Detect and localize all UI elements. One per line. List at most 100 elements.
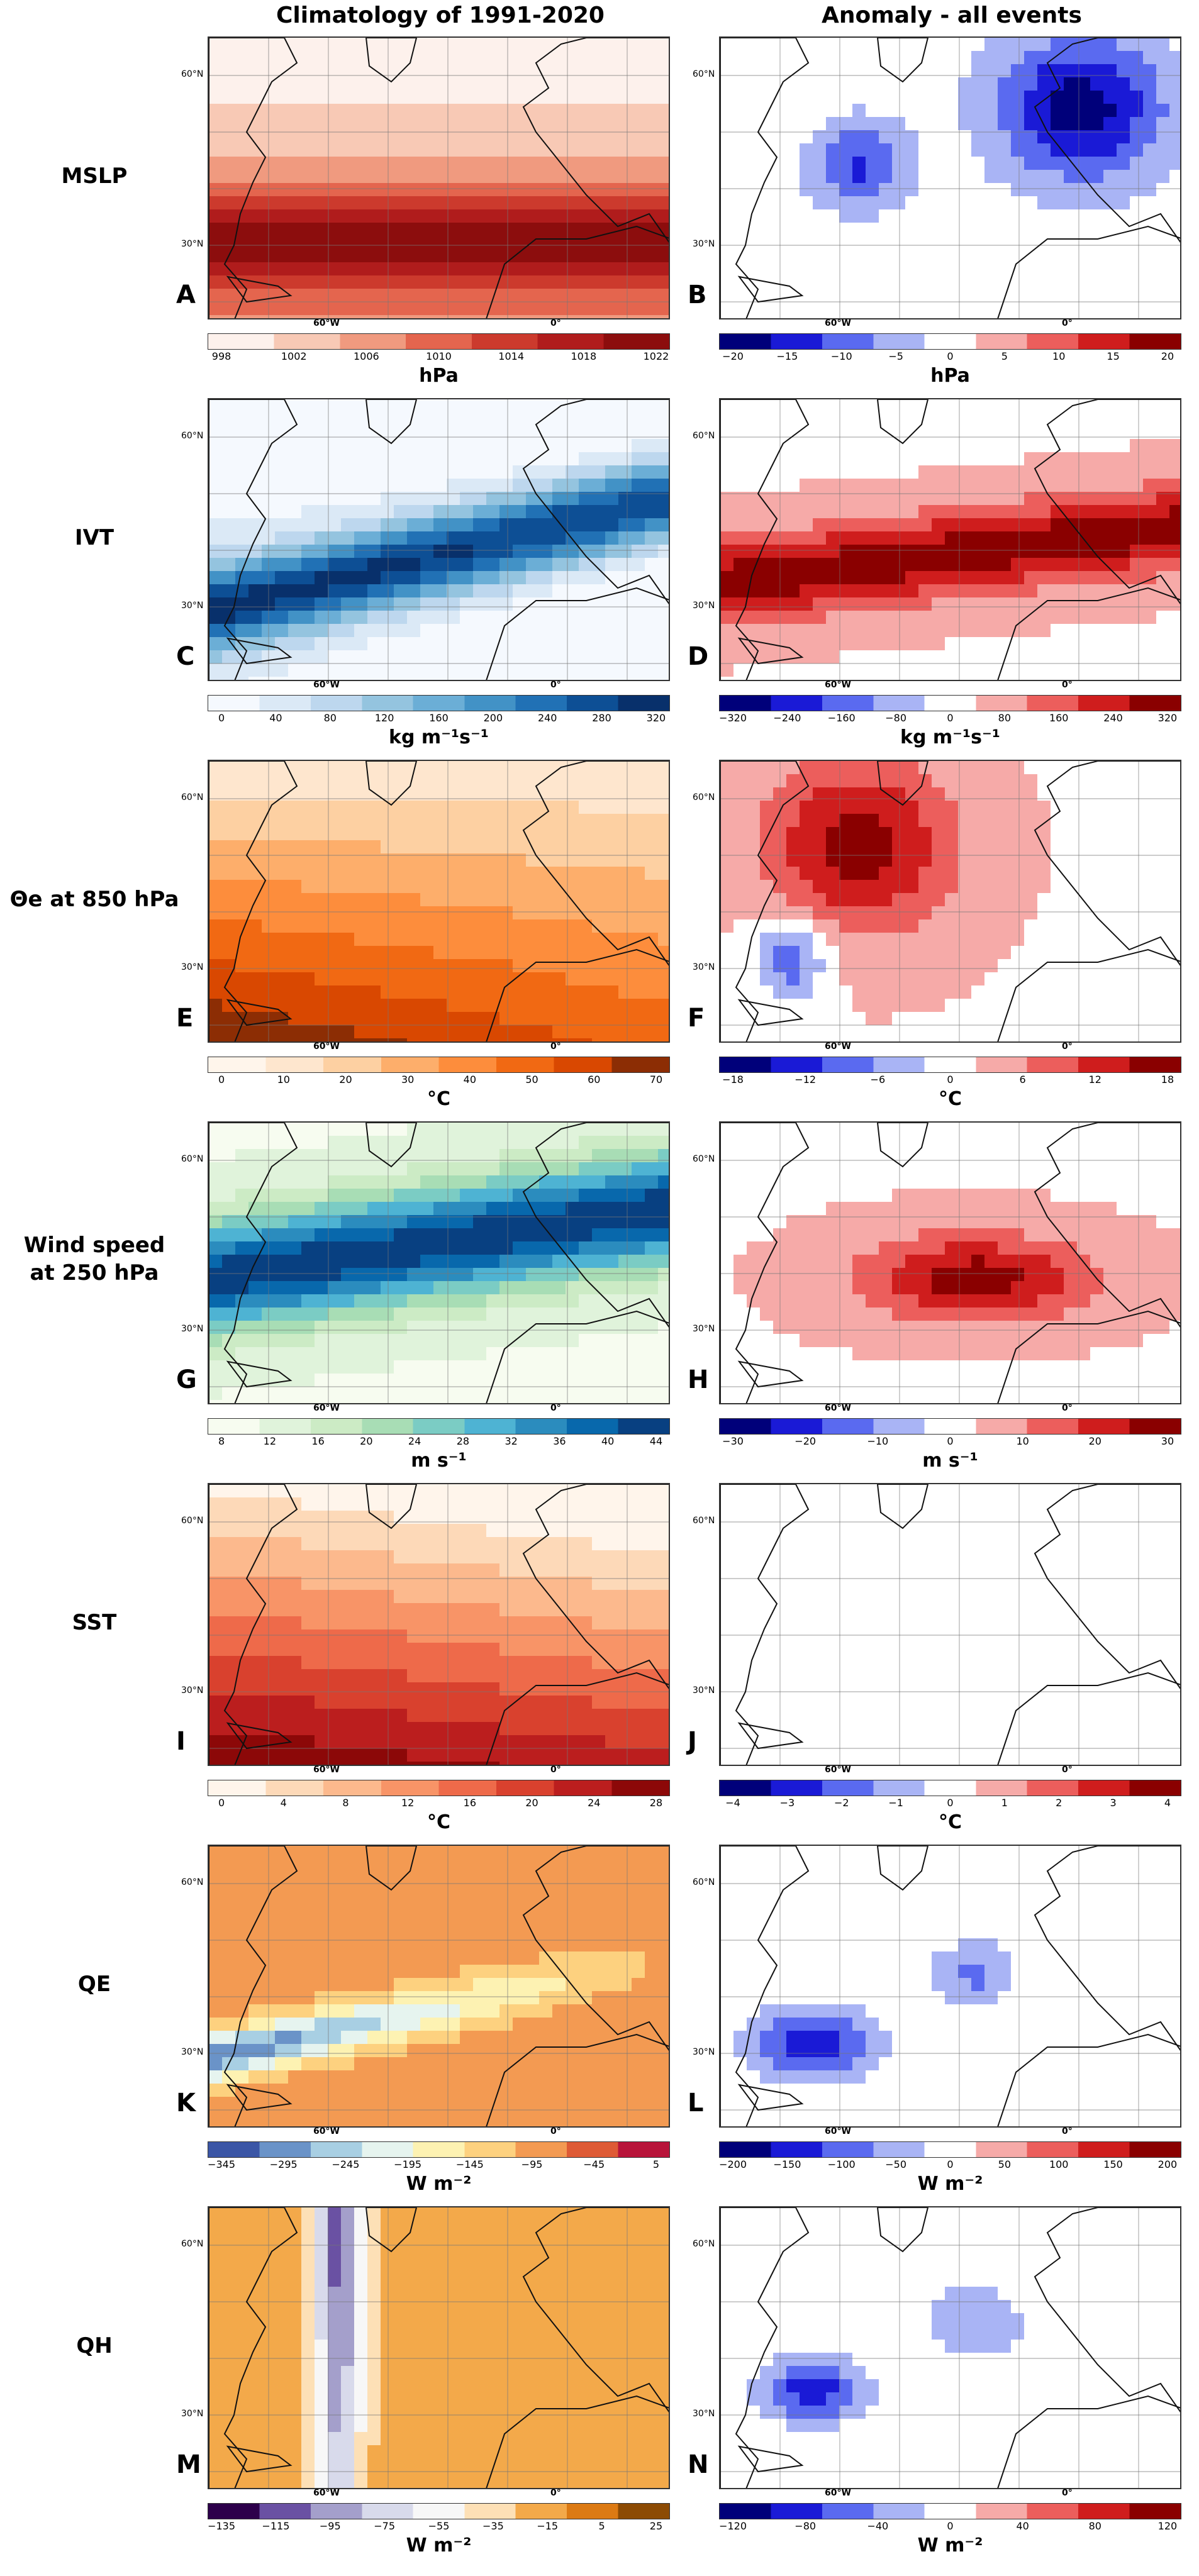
field-cell — [786, 315, 800, 318]
field-cell — [381, 946, 394, 960]
field-cell — [1117, 209, 1130, 223]
field-cell — [209, 624, 223, 638]
field-cell — [592, 933, 606, 947]
field-cell — [786, 545, 800, 558]
field-cell — [618, 130, 632, 144]
field-cell — [235, 143, 249, 157]
field-cell — [618, 774, 632, 788]
field-cell — [813, 814, 827, 828]
field-cell — [971, 426, 985, 440]
field-cell — [235, 117, 249, 131]
field-cell — [892, 143, 906, 157]
field-cell — [618, 650, 632, 664]
field-cell — [760, 209, 774, 223]
field-cell — [354, 1175, 368, 1189]
field-cell — [733, 1038, 747, 1041]
field-cell — [499, 624, 513, 638]
field-cell — [552, 853, 566, 867]
field-cell — [945, 518, 959, 532]
field-cell — [879, 1038, 893, 1041]
field-cell — [1064, 774, 1078, 788]
field-cell — [486, 972, 500, 986]
field-cell — [552, 880, 566, 894]
field-cell — [394, 413, 408, 426]
field-cell — [579, 1136, 593, 1150]
field-cell — [905, 315, 919, 318]
field-cell — [826, 959, 840, 973]
field-cell — [473, 209, 487, 223]
field-cell — [720, 170, 734, 184]
field-cell — [1064, 933, 1078, 947]
field-cell — [275, 249, 289, 263]
field-cell — [800, 157, 813, 170]
field-cell — [1143, 637, 1157, 651]
field-cell — [1130, 853, 1144, 867]
field-cell — [892, 1038, 906, 1041]
field-cell — [945, 399, 959, 413]
field-cell — [1103, 302, 1117, 316]
field-cell — [447, 302, 460, 316]
field-cell — [839, 867, 853, 880]
field-cell — [1169, 985, 1180, 999]
field-cell — [301, 677, 315, 680]
coastline — [522, 761, 669, 967]
field-cell — [945, 946, 959, 960]
field-cell — [539, 452, 553, 466]
field-cell — [658, 867, 669, 880]
field-cell — [998, 38, 1012, 52]
field-cell — [1117, 439, 1130, 453]
right-column-title: Anomaly - all events — [822, 3, 1082, 28]
field-cell — [301, 933, 315, 947]
field-cell — [1143, 787, 1157, 801]
field-cell — [1011, 584, 1025, 598]
field-cell — [539, 959, 553, 973]
field-cell — [315, 840, 328, 854]
field-cell — [786, 933, 800, 947]
field-cell — [473, 1025, 487, 1039]
field-cell — [1077, 479, 1091, 492]
field-cell — [918, 38, 932, 52]
field-cell — [645, 1149, 659, 1163]
colorbar-tick-label: 320 — [1157, 712, 1178, 724]
field-cell — [747, 840, 761, 854]
field-cell — [499, 946, 513, 960]
field-cell — [341, 439, 355, 453]
field-cell — [473, 104, 487, 118]
field-cell — [839, 906, 853, 920]
field-cell — [341, 1123, 355, 1136]
field-cell — [632, 51, 645, 65]
field-cell — [301, 1038, 315, 1041]
field-cell — [1156, 315, 1170, 318]
field-cell — [852, 104, 866, 118]
field-cell — [971, 465, 985, 479]
field-cell — [473, 545, 487, 558]
field-cell — [381, 262, 394, 276]
field-cell — [486, 1012, 500, 1026]
field-cell — [566, 1149, 579, 1163]
field-cell — [288, 492, 302, 506]
field-cell — [1037, 787, 1051, 801]
field-cell — [658, 236, 669, 250]
field-cell — [852, 893, 866, 907]
field-cell — [328, 774, 342, 788]
field-cell — [407, 157, 421, 170]
field-cell — [526, 1025, 540, 1039]
field-cell — [513, 77, 527, 91]
lat-label-30n: 30°N — [181, 962, 204, 972]
row-label-wind-speed-at-250-hpa: Wind speed at 250 hPa — [0, 1231, 189, 1287]
field-cell — [513, 801, 527, 814]
field-cell — [526, 933, 540, 947]
field-cell — [354, 774, 368, 788]
field-cell — [486, 650, 500, 664]
field-cell — [1103, 650, 1117, 664]
field-cell — [566, 761, 579, 775]
field-cell — [1156, 919, 1170, 933]
field-cell — [1077, 827, 1091, 841]
field-cell — [733, 117, 747, 131]
field-cell — [592, 289, 606, 303]
field-cell — [760, 315, 774, 318]
field-cell — [1156, 262, 1170, 276]
field-cell — [460, 170, 474, 184]
field-cell — [733, 840, 747, 854]
field-cell — [394, 143, 408, 157]
